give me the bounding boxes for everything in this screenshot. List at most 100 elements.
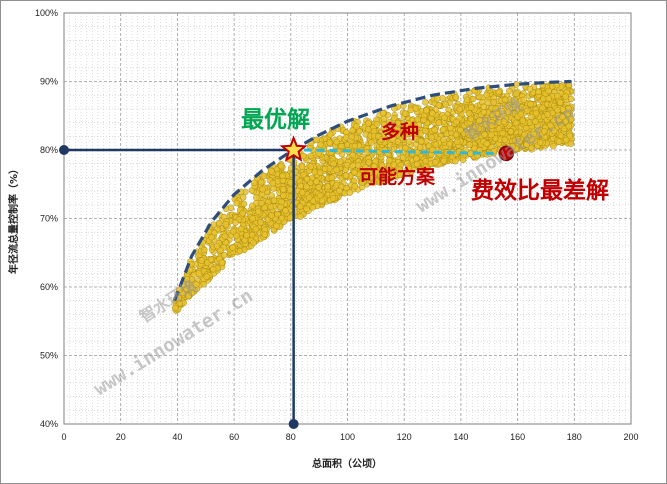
solution-point — [567, 95, 575, 103]
solution-point — [421, 127, 429, 135]
worst-point-marker — [498, 145, 515, 162]
solution-point — [172, 304, 179, 312]
solution-point — [500, 118, 508, 125]
solution-point — [545, 95, 552, 102]
feasible-solutions — [172, 81, 575, 314]
x-axis-marker — [288, 419, 299, 429]
solution-point — [490, 99, 498, 106]
solution-point — [307, 163, 315, 170]
solution-point — [257, 219, 264, 226]
solution-point — [326, 131, 334, 138]
solution-point — [367, 139, 375, 146]
solution-point — [278, 198, 285, 206]
solution-point — [346, 189, 354, 196]
solution-point — [195, 270, 203, 277]
solution-point — [463, 96, 471, 104]
solution-point — [220, 251, 228, 259]
solution-point — [433, 95, 441, 103]
solution-point — [405, 120, 412, 127]
solution-point — [559, 113, 566, 121]
solution-point — [342, 172, 350, 179]
x-tick-label: 20 — [116, 432, 126, 442]
solution-point — [441, 114, 448, 122]
x-tick-label: 160 — [510, 432, 525, 442]
solution-point — [428, 134, 435, 141]
solution-point — [520, 96, 528, 104]
solution-point — [423, 107, 430, 114]
solution-point — [258, 199, 265, 207]
solution-point — [413, 155, 420, 162]
y-tick-label: 90% — [40, 77, 58, 87]
solution-point — [309, 204, 317, 211]
solution-point — [229, 244, 236, 251]
grid-lines — [64, 13, 631, 424]
solution-point — [370, 179, 378, 186]
solution-point — [336, 187, 343, 195]
solution-point — [541, 127, 548, 135]
solution-point — [513, 81, 520, 88]
x-tick-label: 100 — [340, 432, 355, 442]
guide-lines — [59, 135, 515, 429]
solution-point — [328, 174, 336, 182]
solution-point — [362, 163, 369, 171]
solution-point — [466, 141, 474, 148]
x-tick-label: 80 — [286, 432, 296, 442]
solution-point — [269, 179, 277, 187]
optimal-star-icon — [279, 135, 308, 162]
solution-point — [385, 119, 393, 126]
solution-point — [452, 131, 460, 138]
solution-point — [254, 208, 262, 215]
solution-point — [222, 221, 230, 228]
solution-point — [330, 160, 337, 168]
solution-point — [370, 162, 378, 170]
solution-point — [209, 265, 217, 273]
y-tick-label: 40% — [40, 419, 58, 429]
solution-point — [512, 119, 520, 127]
solution-point — [198, 257, 205, 264]
x-tick-label: 40 — [172, 432, 182, 442]
solution-point — [447, 124, 454, 132]
solution-point — [429, 110, 436, 117]
solution-point — [550, 142, 557, 150]
solution-point — [511, 96, 518, 104]
solution-point — [366, 169, 373, 176]
solution-point — [453, 138, 461, 146]
solution-point — [277, 203, 284, 211]
solution-point — [377, 171, 384, 179]
solution-point — [365, 159, 372, 166]
solution-point — [554, 106, 561, 114]
solution-point — [313, 178, 320, 185]
solution-point — [203, 273, 211, 280]
y-tick-label: 70% — [40, 214, 58, 224]
solution-point — [303, 183, 310, 190]
solution-point — [379, 109, 387, 117]
solution-point — [513, 90, 520, 98]
solution-point — [557, 132, 565, 139]
solution-point — [495, 88, 503, 96]
solution-point — [566, 132, 574, 140]
solution-point — [431, 126, 438, 134]
solution-point — [351, 142, 359, 150]
solution-point — [313, 136, 320, 144]
solution-point — [378, 136, 385, 143]
solution-point — [321, 165, 329, 173]
solution-point — [536, 139, 544, 146]
solution-point — [526, 85, 534, 93]
solution-point — [492, 105, 499, 113]
solution-point — [311, 168, 318, 176]
solution-point — [303, 175, 311, 183]
feasible-label-bottom: 可能方案 — [359, 165, 436, 188]
x-tick-label: 60 — [229, 432, 239, 442]
solution-point — [207, 256, 215, 263]
solution-point — [333, 138, 340, 146]
solution-point — [565, 123, 573, 130]
solution-point — [499, 129, 506, 137]
solution-point — [516, 138, 523, 145]
solution-point — [488, 131, 495, 139]
solution-point — [532, 110, 540, 117]
solution-point — [439, 126, 447, 133]
solution-point — [452, 157, 459, 165]
solution-point — [386, 129, 394, 136]
solution-point — [243, 232, 250, 239]
frontier-curve — [173, 79, 572, 302]
